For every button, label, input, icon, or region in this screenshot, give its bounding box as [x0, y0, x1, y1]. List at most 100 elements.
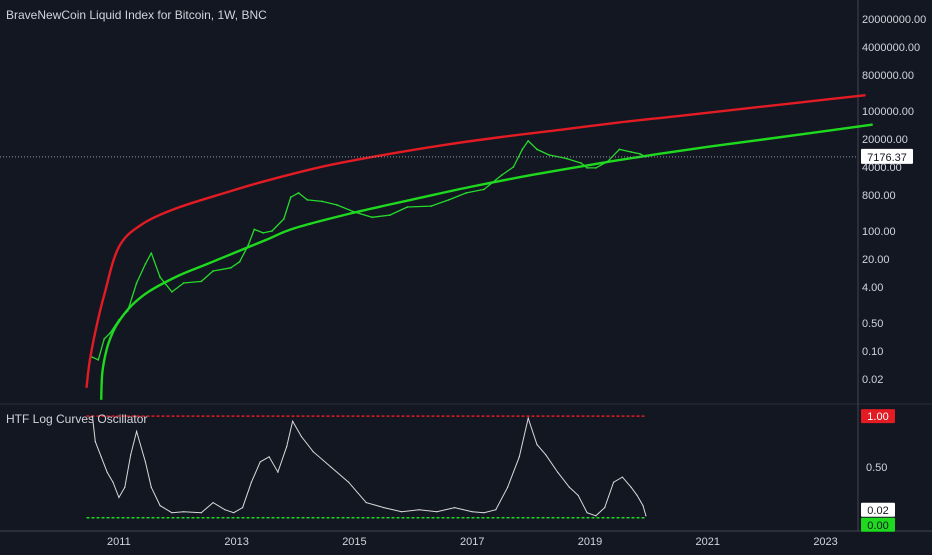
oscillator-point	[200, 512, 202, 514]
oscillator-value-badge	[861, 517, 895, 532]
price-point	[150, 252, 153, 255]
oscillator-point	[286, 446, 288, 448]
oscillator-value-label: 0.00	[867, 520, 888, 532]
price-point	[388, 214, 391, 217]
price-point	[335, 204, 338, 206]
price-point	[289, 196, 292, 199]
price-point	[91, 356, 94, 359]
y-tick-label: 4.00	[862, 282, 883, 294]
oscillator-point	[94, 441, 96, 443]
oscillator-point	[159, 505, 161, 507]
x-tick-label: 2019	[578, 536, 602, 548]
y-tick-label: 0.10	[862, 346, 883, 358]
oscillator-point	[268, 456, 270, 458]
price-point	[371, 216, 373, 219]
price-point	[536, 148, 538, 151]
oscillator-point	[118, 496, 120, 499]
oscillator-point	[586, 512, 588, 514]
price-point	[527, 140, 530, 142]
oscillator-point	[183, 511, 185, 513]
price-point	[229, 266, 232, 269]
y-tick-label: 20000000.00	[862, 14, 926, 26]
price-point	[182, 282, 185, 284]
y-tick-label: 800.00	[862, 190, 896, 202]
oscillator-point	[527, 417, 529, 419]
price-point	[109, 332, 111, 334]
oscillator-point	[292, 420, 294, 422]
chart-frame	[0, 0, 932, 532]
price-point	[262, 232, 265, 234]
oscillator-point	[242, 507, 244, 509]
price-point	[238, 260, 241, 263]
price-point	[547, 154, 550, 156]
y-tick-label: 800000.00	[862, 70, 914, 82]
oscillator-point	[330, 466, 332, 468]
oscillator-point	[418, 509, 420, 511]
x-tick-label: 2011	[107, 536, 131, 548]
price-point	[639, 153, 641, 155]
price-point	[144, 263, 147, 265]
y-tick-label: 20.00	[862, 254, 890, 266]
oscillator-line	[91, 416, 647, 517]
price-point	[465, 192, 468, 194]
oscillator-point	[545, 454, 547, 456]
price-point	[321, 200, 323, 203]
price-point	[247, 244, 250, 246]
oscillator-point	[130, 454, 132, 456]
oscillator-value-badge	[861, 502, 895, 517]
price-point	[282, 218, 285, 220]
price-point	[103, 338, 106, 340]
price-point	[606, 160, 609, 163]
price-point	[630, 151, 633, 153]
price-point	[353, 211, 356, 213]
price-point	[586, 167, 588, 169]
oscillator-point	[621, 476, 624, 478]
price-point	[580, 162, 583, 165]
oscillator-point	[259, 461, 261, 463]
oscillator-point	[401, 511, 403, 513]
price-point	[97, 359, 100, 361]
price-point	[565, 157, 568, 160]
oscillator-point	[471, 511, 473, 513]
x-tick-label: 2023	[813, 536, 837, 548]
oscillator-point	[645, 515, 647, 517]
last-price-label: 7176.37	[867, 152, 907, 164]
oscillator-point	[112, 481, 114, 483]
price-point	[126, 310, 129, 312]
price-point	[171, 291, 173, 293]
oscillator-point	[91, 415, 93, 417]
oscillator-point	[613, 481, 615, 483]
price-point	[135, 282, 138, 284]
oscillator-point	[436, 511, 438, 513]
oscillator-point	[100, 456, 102, 458]
last-price-badge	[861, 148, 913, 164]
upper-log-curve	[85, 94, 866, 388]
price-point	[306, 199, 309, 201]
oscillator-point	[250, 481, 252, 483]
oscillator-point	[507, 486, 509, 488]
price-point	[483, 188, 485, 191]
x-tick-label: 2017	[460, 536, 484, 548]
price-point	[118, 319, 120, 321]
oscillator-point	[171, 512, 173, 514]
oscillator-point	[383, 507, 385, 509]
oscillator-point	[144, 461, 146, 463]
y-tick-label: 4000000.00	[862, 42, 920, 54]
oscillator-point	[454, 507, 456, 509]
oscillator-point	[595, 515, 597, 517]
price-point	[512, 166, 515, 168]
oscillator-value-badge	[861, 409, 895, 424]
oscillator-pane	[86, 415, 647, 519]
oscillator-point	[224, 509, 226, 511]
price-point	[618, 148, 621, 151]
price-point	[521, 148, 524, 151]
oscillator-value-label: 0.02	[867, 505, 888, 517]
lower-log-curve	[100, 123, 873, 400]
oscillator-point	[568, 486, 571, 488]
x-tick-label: 2021	[696, 536, 720, 548]
y-tick-label: 20000.00	[862, 134, 908, 146]
price-point	[159, 276, 162, 279]
y-tick-label: 0.50	[862, 318, 883, 330]
